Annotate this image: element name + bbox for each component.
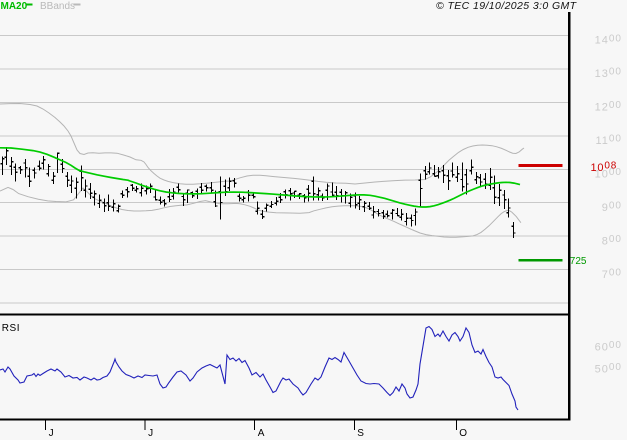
svg-text:© TEC 19/10/2025 3:0 GMT: © TEC 19/10/2025 3:0 GMT [436, 0, 578, 12]
svg-text:700: 700 [602, 267, 622, 280]
svg-text:5000: 5000 [595, 362, 622, 375]
svg-text:725: 725 [570, 256, 587, 267]
svg-text:1200: 1200 [595, 100, 622, 113]
svg-text:1008: 1008 [591, 160, 618, 173]
svg-text:6000: 6000 [595, 340, 622, 353]
svg-text:800: 800 [602, 234, 622, 247]
svg-text:900: 900 [602, 201, 622, 214]
svg-text:J: J [49, 428, 54, 439]
svg-text:RSI: RSI [2, 323, 20, 334]
svg-text:O: O [459, 428, 467, 439]
svg-text:J: J [148, 428, 153, 439]
svg-text:1000: 1000 [595, 167, 622, 180]
svg-text:1100: 1100 [595, 134, 622, 147]
svg-text:MA20: MA20 [1, 1, 28, 12]
svg-text:S: S [357, 428, 364, 439]
svg-text:A: A [258, 428, 265, 439]
svg-text:1300: 1300 [595, 67, 622, 80]
svg-text:BBands: BBands [40, 1, 75, 12]
svg-text:1400: 1400 [595, 33, 622, 46]
